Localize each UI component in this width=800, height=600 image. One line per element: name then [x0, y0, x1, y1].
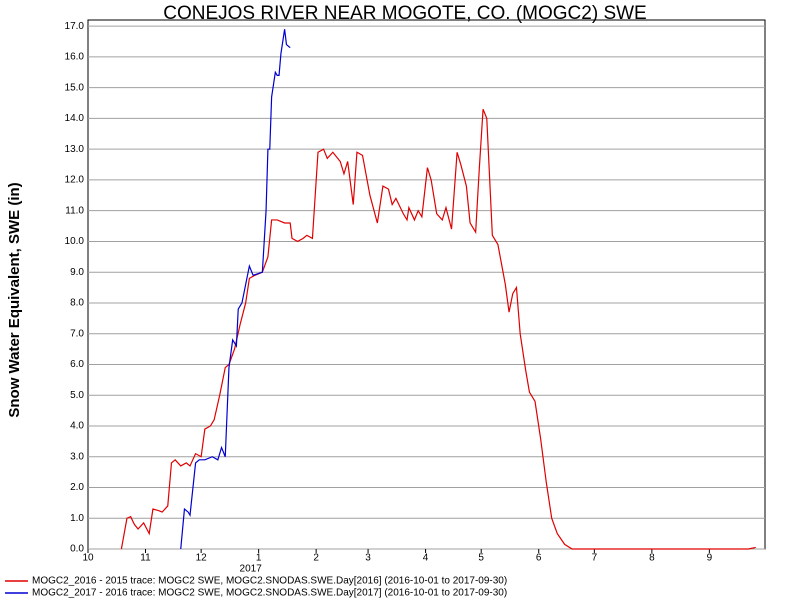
plot-frame — [87, 19, 766, 550]
y-tick-label: 9.0 — [70, 267, 84, 278]
y-tick-label: 1.0 — [70, 513, 84, 524]
x-tick-label: 4 — [423, 553, 429, 564]
x-tick-label: 2 — [313, 553, 319, 564]
x-tick-label: 3 — [365, 553, 371, 564]
series-line — [120, 108, 756, 550]
chart-title: CONEJOS RIVER NEAR MOGOTE, CO. (MOGC2) S… — [163, 3, 646, 24]
y-tick-label: 6.0 — [70, 359, 84, 370]
series-line — [180, 29, 291, 550]
y-tick-label: 16.0 — [65, 52, 85, 63]
x-tick-label: 10 — [82, 553, 94, 564]
y-tick-label: 2.0 — [70, 482, 84, 493]
x-annotation: 2017 — [240, 564, 263, 575]
y-tick-label: 10.0 — [65, 236, 85, 247]
y-tick-label: 14.0 — [65, 113, 85, 124]
y-tick-label: 15.0 — [65, 82, 85, 93]
x-tick-label: 11 — [140, 553, 151, 564]
x-tick-label: 12 — [196, 553, 208, 564]
legend-label: MOGC2_2016 - 2015 trace: MOGC2 SWE, MOGC… — [32, 576, 507, 587]
y-axis-label: Snow Water Equivalent, SWE (in) — [6, 182, 23, 417]
x-tick-label: 5 — [478, 553, 484, 564]
y-tick-label: 11.0 — [65, 205, 84, 216]
x-tick-label: 6 — [536, 553, 542, 564]
y-tick-label: 13.0 — [65, 144, 85, 155]
y-tick-label: 4.0 — [70, 421, 84, 432]
y-tick-label: 3.0 — [70, 451, 84, 462]
y-tick-label: 12.0 — [65, 175, 85, 186]
y-tick-label: 17.0 — [65, 21, 85, 32]
x-tick-label: 1 — [256, 553, 262, 564]
x-tick-label: 9 — [707, 553, 713, 564]
y-tick-label: 8.0 — [70, 298, 84, 309]
x-tick-label: 8 — [649, 553, 655, 564]
x-tick-label: 7 — [592, 553, 598, 564]
y-tick-label: 5.0 — [70, 390, 84, 401]
y-tick-label: 7.0 — [70, 328, 84, 339]
y-tick-label: 0.0 — [70, 544, 84, 555]
legend-label: MOGC2_2017 - 2016 trace: MOGC2 SWE, MOGC… — [32, 588, 507, 599]
